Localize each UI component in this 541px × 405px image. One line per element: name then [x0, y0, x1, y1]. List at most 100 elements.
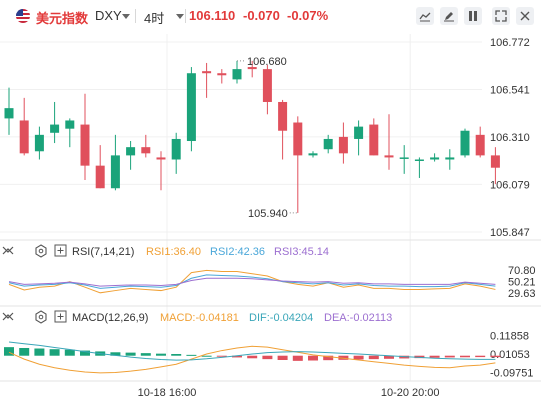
candle[interactable]: [369, 118, 379, 156]
macd-histogram-bar: [171, 354, 182, 356]
candle[interactable]: [186, 67, 196, 152]
low-price-label: 105.940: [248, 208, 288, 220]
candle-body: [445, 157, 455, 160]
y-tick-label: 106.541: [490, 84, 530, 96]
candle[interactable]: [19, 97, 29, 156]
chevron-down-icon[interactable]: [122, 14, 130, 19]
macd-histogram-bar: [384, 355, 394, 359]
chevron-down-icon[interactable]: [176, 14, 184, 19]
close-button[interactable]: [516, 7, 534, 25]
candle[interactable]: [262, 65, 272, 115]
candle[interactable]: [202, 62, 212, 98]
candle[interactable]: [232, 60, 242, 84]
candle[interactable]: [4, 87, 14, 135]
divider: [135, 9, 136, 23]
candle-body: [217, 73, 227, 76]
macd-histogram-bar: [80, 350, 90, 356]
candle[interactable]: [247, 60, 257, 78]
settings-icon[interactable]: [35, 310, 47, 324]
candle[interactable]: [490, 147, 500, 185]
macd-histogram-bar: [338, 355, 349, 360]
us-flag-icon: [16, 9, 30, 23]
candle[interactable]: [126, 141, 136, 170]
settings-icon[interactable]: [35, 244, 47, 258]
candle[interactable]: [65, 118, 75, 148]
candle-body: [171, 138, 181, 160]
candle[interactable]: [156, 151, 166, 191]
line-tool-button[interactable]: [416, 7, 434, 25]
macd-histogram-bar: [460, 355, 470, 358]
timeframe-selector[interactable]: 4时: [144, 11, 165, 26]
macd-histogram-bar: [49, 349, 60, 356]
rsi-y-tick-label: 29.63: [508, 288, 536, 300]
candle-body: [202, 71, 212, 74]
candle[interactable]: [171, 132, 181, 174]
candle[interactable]: [445, 149, 455, 170]
candle[interactable]: [80, 93, 90, 181]
candle-body: [232, 69, 242, 80]
candle[interactable]: [34, 126, 44, 160]
candle-body: [369, 124, 379, 156]
y-tick-label: 106.772: [490, 37, 530, 49]
candle[interactable]: [354, 120, 364, 156]
candle-body: [354, 126, 364, 139]
macd-histogram-bar: [232, 355, 242, 358]
expand-button[interactable]: [492, 7, 510, 25]
close-icon: [520, 11, 530, 21]
candlestick-panel[interactable]: 106.772 106.541 106.310 106.079 105.847 106.6…: [0, 34, 530, 381]
candle-body: [293, 122, 303, 156]
candle[interactable]: [141, 134, 151, 158]
candle[interactable]: [430, 153, 440, 162]
ruler-tool-icon: [469, 11, 477, 21]
macd-histogram-bar: [323, 355, 334, 361]
candle-body: [156, 157, 166, 160]
candle[interactable]: [95, 145, 105, 189]
pen-tool-icon: [444, 12, 454, 22]
macd-panel: 0.11858 0.01053 -0.09751: [4, 330, 533, 379]
macd-histogram-bar: [216, 355, 227, 357]
candle[interactable]: [308, 151, 318, 158]
y-tick-label: 106.310: [490, 132, 530, 144]
candle[interactable]: [217, 69, 227, 84]
candle[interactable]: [460, 128, 470, 158]
last-price: 106.110: [189, 8, 236, 23]
candle-body: [490, 155, 500, 168]
dea-line: [8, 341, 496, 361]
dif-line: [8, 345, 496, 374]
candle-body: [110, 155, 120, 189]
candle[interactable]: [338, 122, 348, 164]
price-change-percent: -0.07%: [287, 8, 329, 23]
y-tick-label: 106.079: [490, 179, 530, 191]
chart-header: 美元指数 DXY 4时 106.110 -0.070 -0.07%: [0, 0, 541, 32]
pen-tool-button[interactable]: [440, 7, 458, 25]
dif-value: DIF:-0.04204: [249, 312, 313, 324]
candle[interactable]: [414, 157, 424, 178]
symbol-selector[interactable]: DXY: [95, 8, 122, 23]
rsi-y-tick-label: 70.80: [508, 265, 536, 277]
candle-body: [34, 134, 44, 152]
macd-histogram-bar: [186, 354, 197, 356]
expand-icon: [495, 10, 507, 22]
collapse-icon[interactable]: [2, 246, 14, 255]
candle[interactable]: [399, 145, 409, 174]
add-indicator-icon[interactable]: [54, 310, 67, 323]
rsi3-line: [8, 277, 496, 287]
candle[interactable]: [110, 134, 120, 191]
y-tick-label: 105.847: [490, 227, 530, 239]
candle[interactable]: [50, 101, 60, 144]
ruler-tool-button[interactable]: [464, 7, 482, 25]
candle[interactable]: [475, 126, 485, 158]
candle-body: [186, 73, 196, 142]
add-indicator-icon[interactable]: [54, 244, 67, 257]
candle-body: [247, 67, 257, 70]
candle-body: [323, 138, 333, 150]
candle[interactable]: [323, 134, 333, 154]
rsi1-line: [8, 269, 496, 294]
macd-histogram-bar: [19, 348, 30, 356]
collapse-icon[interactable]: [2, 312, 14, 321]
candle[interactable]: [293, 116, 303, 213]
candle[interactable]: [278, 99, 288, 160]
candle[interactable]: [384, 114, 394, 170]
candle-body: [278, 101, 288, 131]
